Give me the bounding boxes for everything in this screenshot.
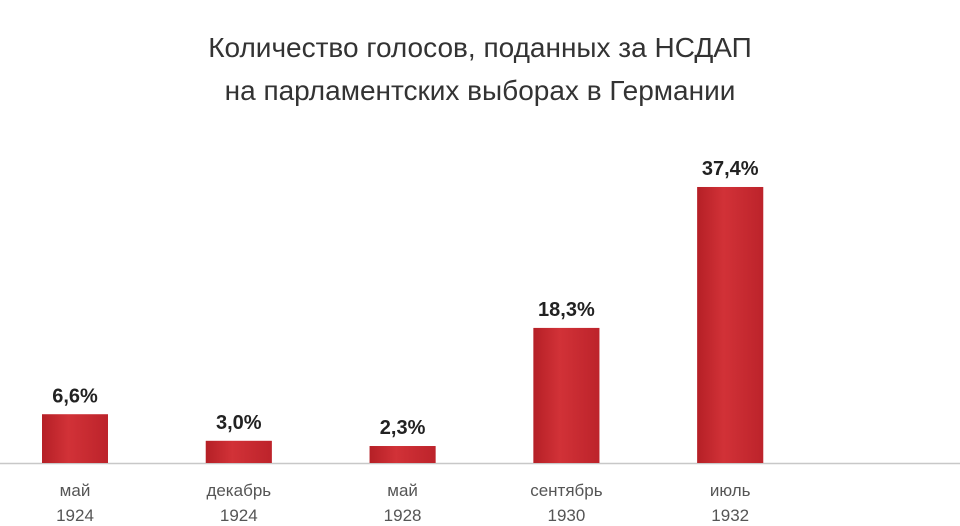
bar	[42, 414, 108, 463]
chart-title: на парламентских выборах в Германии	[225, 75, 736, 106]
value-label: 2,3%	[380, 417, 426, 439]
x-tick-label: май	[60, 481, 91, 500]
x-tick-label: декабрь	[206, 481, 271, 500]
chart-title: Количество голосов, поданных за НСДАП	[208, 32, 752, 63]
x-tick-label: 1930	[547, 506, 585, 525]
value-label: 3,0%	[216, 412, 262, 434]
value-label: 37,4%	[702, 158, 759, 180]
value-label: 6,6%	[52, 385, 98, 407]
x-tick-label: май	[387, 481, 418, 500]
value-label: 18,3%	[538, 299, 595, 321]
bar	[369, 446, 436, 463]
x-tick-label: сентябрь	[530, 481, 603, 500]
x-tick-label: июль	[710, 481, 751, 500]
x-tick-label: 1924	[56, 506, 94, 525]
x-tick-label: 1932	[711, 506, 749, 525]
x-tick-label: 1924	[220, 506, 258, 525]
bar	[697, 186, 764, 463]
bar	[533, 327, 600, 463]
x-tick-label: 1928	[384, 506, 422, 525]
bar	[205, 440, 272, 463]
